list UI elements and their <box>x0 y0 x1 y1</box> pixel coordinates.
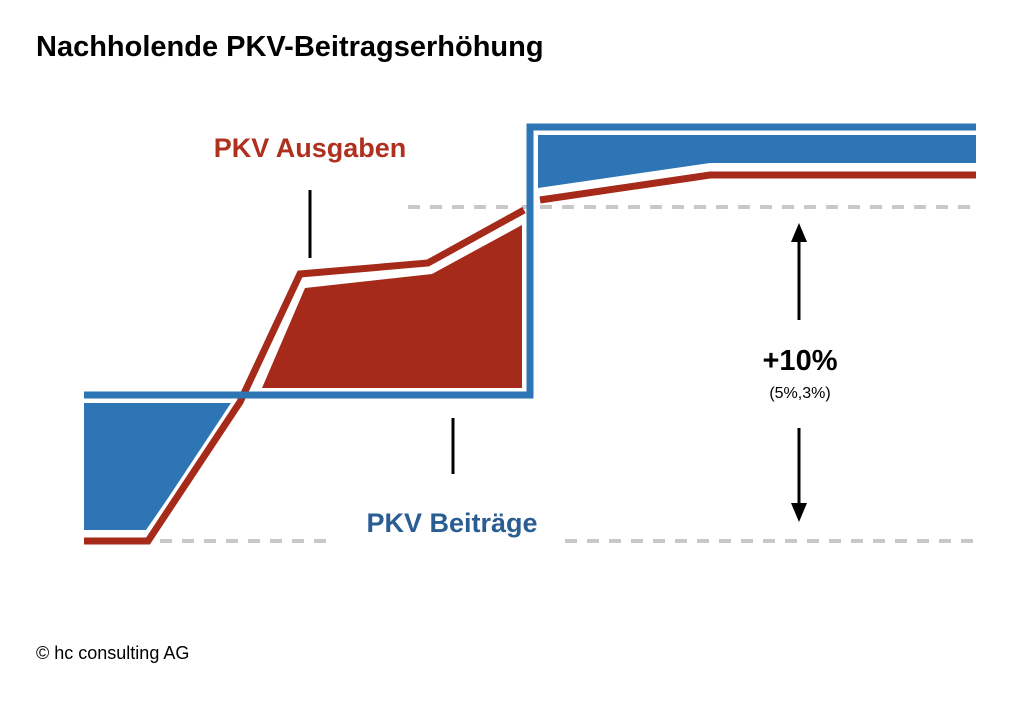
copyright: © hc consulting AG <box>36 643 189 663</box>
change-label: +10% <box>763 345 838 377</box>
change-detail: (5%,3%) <box>769 385 830 402</box>
contribution-label: PKV Beiträge <box>366 508 537 538</box>
expense-line <box>84 206 526 545</box>
contribution-surplus-area <box>538 135 976 188</box>
arrow-head <box>791 223 807 242</box>
title: Nachholende PKV-Beitragserhöhung <box>36 31 544 63</box>
contribution-surplus-area <box>84 403 234 530</box>
arrow-head <box>791 503 807 522</box>
expense-surplus-area <box>262 225 522 388</box>
contribution-line <box>84 123 976 399</box>
expense-label: PKV Ausgaben <box>214 133 407 163</box>
expense-line <box>539 171 976 204</box>
